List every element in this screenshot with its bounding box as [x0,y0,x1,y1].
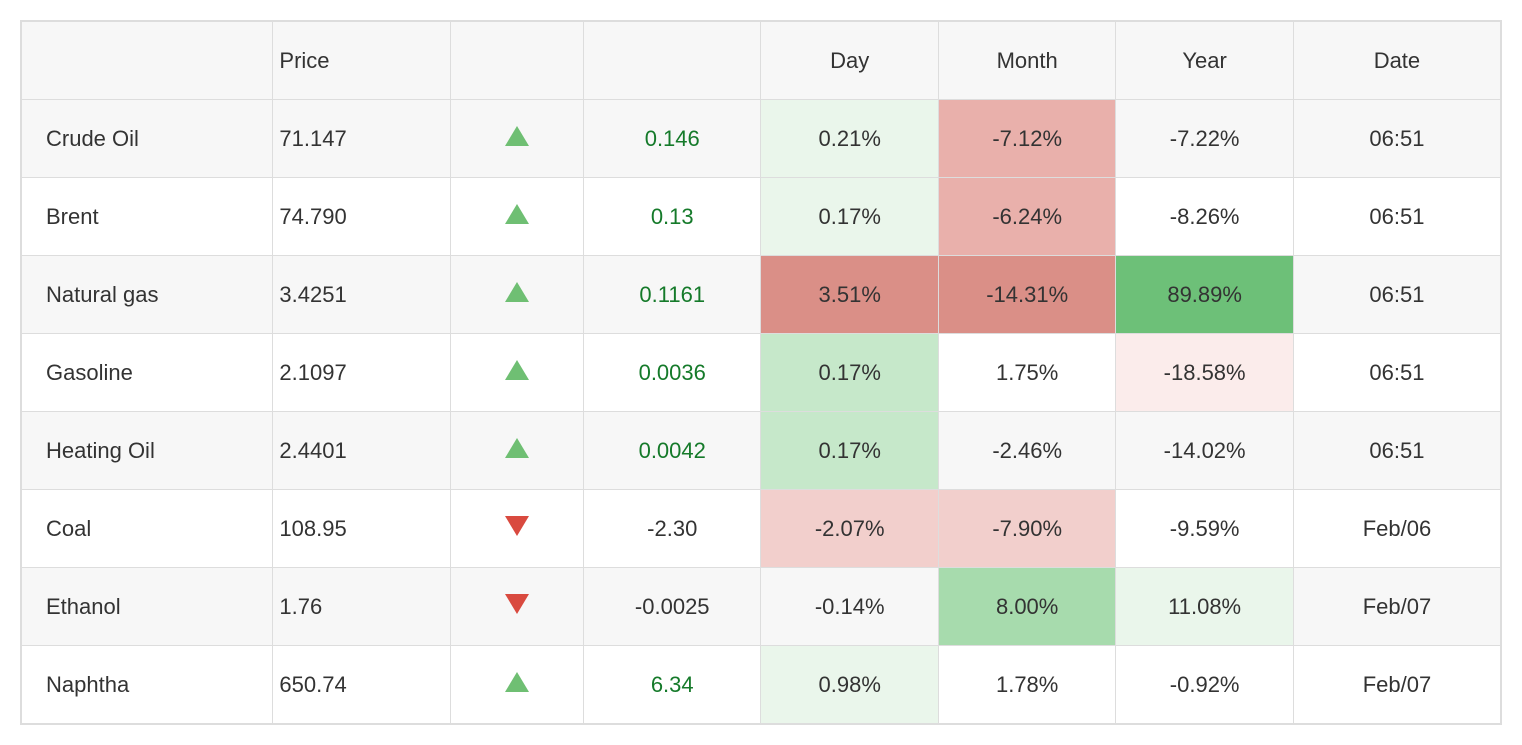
month-pct: -14.31% [938,256,1115,334]
direction-cell [450,412,583,490]
day-pct: 0.17% [761,412,938,490]
triangle-up-icon [505,126,529,146]
month-pct: 1.78% [938,646,1115,724]
direction-cell [450,256,583,334]
date-value: 06:51 [1293,334,1500,412]
commodity-name[interactable]: Crude Oil [22,100,273,178]
table-row[interactable]: Natural gas3.4251 0.11613.51%-14.31%89.89… [22,256,1501,334]
price-value: 74.790 [273,178,450,256]
commodity-name[interactable]: Heating Oil [22,412,273,490]
year-pct: -0.92% [1116,646,1293,724]
direction-cell [450,178,583,256]
change-value: 0.0042 [584,412,761,490]
header-price[interactable]: Price [273,22,450,100]
month-pct: -2.46% [938,412,1115,490]
date-value: 06:51 [1293,256,1500,334]
date-value: 06:51 [1293,178,1500,256]
date-value: 06:51 [1293,412,1500,490]
day-pct: 0.17% [761,334,938,412]
change-value: -2.30 [584,490,761,568]
change-value: 0.0036 [584,334,761,412]
triangle-up-icon [505,204,529,224]
month-pct: 1.75% [938,334,1115,412]
change-value: -0.0025 [584,568,761,646]
change-value: 0.13 [584,178,761,256]
header-day[interactable]: Day [761,22,938,100]
day-pct: 3.51% [761,256,938,334]
commodities-table: Price Day Month Year Date Crude Oil71.14… [21,21,1501,724]
price-value: 108.95 [273,490,450,568]
year-pct: -18.58% [1116,334,1293,412]
table-row[interactable]: Ethanol1.76 -0.0025-0.14%8.00%11.08%Feb/0… [22,568,1501,646]
month-pct: 8.00% [938,568,1115,646]
price-value: 2.4401 [273,412,450,490]
commodity-name[interactable]: Ethanol [22,568,273,646]
table-row[interactable]: Coal108.95 -2.30-2.07%-7.90%-9.59%Feb/06 [22,490,1501,568]
date-value: Feb/06 [1293,490,1500,568]
date-value: 06:51 [1293,100,1500,178]
triangle-up-icon [505,282,529,302]
header-row: Price Day Month Year Date [22,22,1501,100]
month-pct: -6.24% [938,178,1115,256]
day-pct: 0.21% [761,100,938,178]
header-month[interactable]: Month [938,22,1115,100]
direction-cell [450,334,583,412]
triangle-up-icon [505,672,529,692]
triangle-up-icon [505,438,529,458]
commodity-name[interactable]: Natural gas [22,256,273,334]
day-pct: 0.17% [761,178,938,256]
price-value: 71.147 [273,100,450,178]
change-value: 6.34 [584,646,761,724]
table-row[interactable]: Crude Oil71.147 0.1460.21%-7.12%-7.22%06:… [22,100,1501,178]
day-pct: -0.14% [761,568,938,646]
table-row[interactable]: Brent74.790 0.130.17%-6.24%-8.26%06:51 [22,178,1501,256]
triangle-up-icon [505,360,529,380]
date-value: Feb/07 [1293,568,1500,646]
change-value: 0.1161 [584,256,761,334]
date-value: Feb/07 [1293,646,1500,724]
price-value: 650.74 [273,646,450,724]
commodity-name[interactable]: Gasoline [22,334,273,412]
direction-cell [450,100,583,178]
table-row[interactable]: Naphtha650.74 6.340.98%1.78%-0.92%Feb/07 [22,646,1501,724]
triangle-down-icon [505,594,529,614]
direction-cell [450,646,583,724]
month-pct: -7.12% [938,100,1115,178]
commodity-name[interactable]: Brent [22,178,273,256]
price-value: 3.4251 [273,256,450,334]
header-change [584,22,761,100]
header-direction [450,22,583,100]
change-value: 0.146 [584,100,761,178]
day-pct: 0.98% [761,646,938,724]
header-date[interactable]: Date [1293,22,1500,100]
year-pct: -14.02% [1116,412,1293,490]
commodities-table-container: Price Day Month Year Date Crude Oil71.14… [20,20,1502,725]
triangle-down-icon [505,516,529,536]
table-row[interactable]: Gasoline2.1097 0.00360.17%1.75%-18.58%06:… [22,334,1501,412]
year-pct: 89.89% [1116,256,1293,334]
year-pct: -9.59% [1116,490,1293,568]
commodity-name[interactable]: Naphtha [22,646,273,724]
price-value: 2.1097 [273,334,450,412]
direction-cell [450,568,583,646]
table-row[interactable]: Heating Oil2.4401 0.00420.17%-2.46%-14.02… [22,412,1501,490]
header-name[interactable] [22,22,273,100]
month-pct: -7.90% [938,490,1115,568]
day-pct: -2.07% [761,490,938,568]
year-pct: 11.08% [1116,568,1293,646]
commodity-name[interactable]: Coal [22,490,273,568]
price-value: 1.76 [273,568,450,646]
year-pct: -8.26% [1116,178,1293,256]
year-pct: -7.22% [1116,100,1293,178]
header-year[interactable]: Year [1116,22,1293,100]
direction-cell [450,490,583,568]
